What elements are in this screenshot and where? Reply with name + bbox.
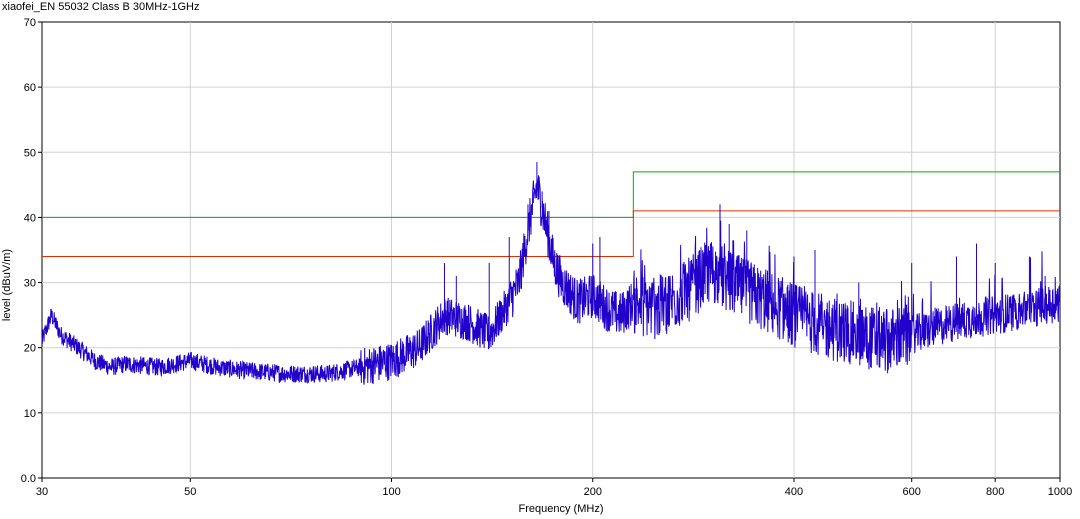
x-tick-label: 400 bbox=[785, 486, 803, 498]
x-axis-ticks: 30 50 100 200 400 600 800 1000 bbox=[36, 478, 1072, 498]
series-line-measurement bbox=[41, 175, 1061, 385]
x-tick-label: 800 bbox=[986, 486, 1004, 498]
y-tick-label: 30 bbox=[24, 278, 36, 290]
y-tick-label: 0.0 bbox=[21, 473, 36, 485]
chart-title: xiaofei_EN 55032 Class B 30MHz-1GHz bbox=[2, 1, 200, 13]
grid-lines bbox=[42, 22, 1060, 478]
series-line-limit_2 bbox=[42, 210, 1060, 258]
y-axis-label: level (dBuV/m) bbox=[1, 249, 13, 321]
x-tick-label: 200 bbox=[584, 486, 602, 498]
x-tick-label: 600 bbox=[903, 486, 921, 498]
y-tick-label: 40 bbox=[24, 212, 36, 224]
x-tick-label: 50 bbox=[184, 486, 196, 498]
y-tick-label: 70 bbox=[24, 17, 36, 29]
y-tick-label: 20 bbox=[24, 343, 36, 355]
y-axis-ticks: 0.0 10 20 30 40 50 60 70 bbox=[21, 17, 42, 485]
series-line-limit_qp bbox=[42, 171, 1060, 218]
series-lines bbox=[41, 162, 1061, 385]
x-tick-label: 30 bbox=[36, 486, 48, 498]
y-tick-label: 50 bbox=[24, 147, 36, 159]
y-tick-label: 10 bbox=[24, 408, 36, 420]
x-tick-label: 100 bbox=[382, 486, 400, 498]
y-tick-label: 60 bbox=[24, 82, 36, 94]
x-axis-label: Frequency (MHz) bbox=[519, 503, 604, 515]
x-tick-label: 1000 bbox=[1048, 486, 1072, 498]
